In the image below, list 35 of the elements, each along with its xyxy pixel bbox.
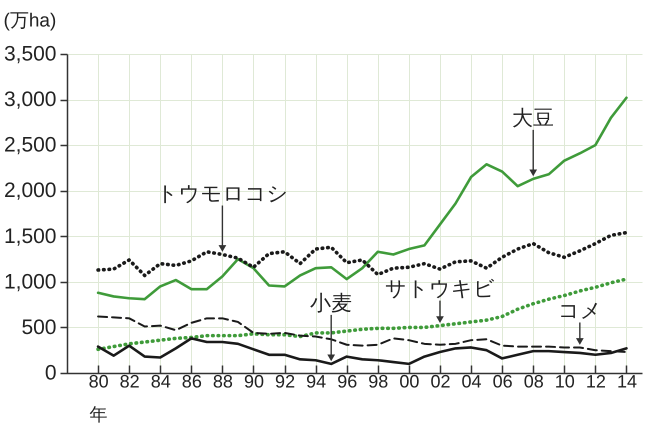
y-tick-label: 500 [21,316,56,339]
y-tick-label: 3,500 [4,42,56,66]
x-tick-label: 98 [368,372,388,392]
x-tick-label: 90 [244,372,264,392]
annotation: コメ [558,299,602,322]
x-axis-title: 年 [90,404,108,424]
y-axis-title: (万ha) [4,10,56,32]
x-tick-label: 14 [616,372,637,392]
annotation: 小麦 [310,292,352,315]
x-tick-label: 02 [430,372,450,392]
annotation: サトウキビ [384,278,495,301]
x-tick-label: 86 [182,372,202,392]
annotation: 大豆 [512,106,554,130]
y-tick-label: 1,000 [4,270,56,294]
x-tick-label: 96 [337,372,358,392]
y-tick-label: 0 [44,362,56,384]
x-tick-label: 08 [524,372,544,392]
y-tick-label: 3,000 [4,88,56,112]
y-tick-label: 2,000 [4,179,56,202]
line-series [96,277,628,352]
x-tick-label: 82 [120,372,140,392]
x-tick-label: 88 [212,372,233,392]
x-tick-label: 00 [399,372,420,392]
annotation: トウモロコシ [156,182,288,206]
x-tick-label: 94 [306,372,326,392]
x-tick-label: 04 [462,372,482,392]
x-tick-label: 84 [150,372,171,392]
x-tick-label: 06 [492,372,513,392]
x-tick-label: 10 [554,372,575,392]
line-series [96,230,628,278]
y-tick-label: 2,500 [4,134,56,157]
x-tick-label: 80 [88,372,109,392]
x-tick-label: 12 [586,372,606,392]
x-tick-label: 92 [275,372,296,392]
y-tick-label: 1,500 [4,224,56,248]
